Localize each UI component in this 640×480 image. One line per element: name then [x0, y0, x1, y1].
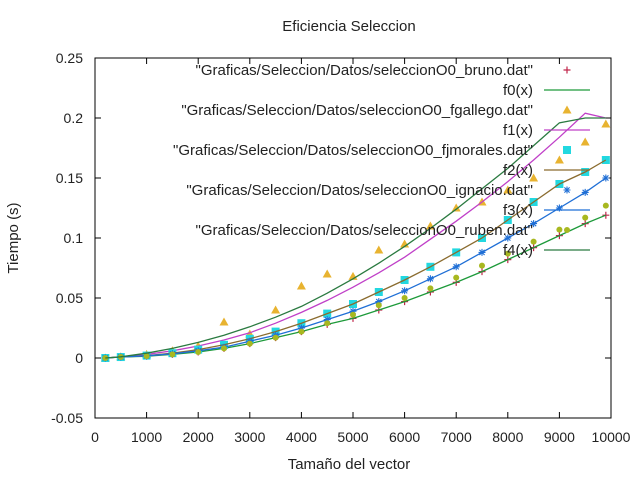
series-line: [105, 112, 606, 359]
data-point: [504, 250, 511, 257]
x-tick-label: 1000: [131, 429, 162, 445]
data-point: [324, 320, 331, 327]
data-point: [554, 155, 564, 164]
data-point: [322, 269, 332, 278]
legend-swatch: [563, 66, 571, 74]
legend-swatch: [564, 227, 570, 233]
legend-label: "Graficas/Seleccion/Datos/seleccionO0_fj…: [173, 142, 533, 159]
legend-swatch: [562, 105, 572, 114]
series-8: [102, 202, 609, 361]
legend-label: f0(x): [503, 82, 533, 99]
data-point: [580, 137, 590, 146]
legend-label: "Graficas/Seleccion/Datos/seleccionO0_br…: [196, 62, 534, 79]
legend-label: "Graficas/Seleccion/Datos/seleccionO0_fg…: [181, 102, 533, 119]
series-1: [105, 214, 607, 359]
data-point: [451, 203, 461, 212]
series-7: [105, 177, 607, 359]
data-point: [453, 274, 460, 281]
x-tick-label: 10000: [592, 429, 631, 445]
data-point: [503, 185, 513, 194]
x-tick-label: 8000: [492, 429, 523, 445]
x-tick-label: 6000: [389, 429, 420, 445]
data-point: [296, 281, 306, 290]
data-point: [246, 340, 253, 347]
chart-title: Eficiencia Seleccion: [282, 18, 415, 35]
data-point: [601, 119, 611, 128]
y-tick-label: 0.2: [64, 110, 84, 126]
data-point: [530, 238, 537, 245]
series-line: [105, 159, 607, 359]
x-tick-label: 7000: [441, 429, 472, 445]
y-tick-label: 0: [75, 350, 83, 366]
data-point: [602, 211, 610, 219]
x-tick-label: 9000: [544, 429, 575, 445]
data-point: [271, 305, 281, 314]
legend-label: "Graficas/Seleccion/Datos/seleccionO0_ru…: [196, 222, 534, 239]
legend-label: "Graficas/Seleccion/Datos/seleccionO0_ig…: [186, 182, 533, 199]
data-point: [479, 262, 485, 269]
data-point: [582, 214, 589, 221]
legend-swatch: [563, 146, 571, 154]
series-3: [105, 112, 606, 359]
data-point: [602, 202, 609, 209]
legend-swatch: [563, 186, 571, 194]
y-tick-label: 0.05: [56, 290, 83, 306]
legend: "Graficas/Seleccion/Datos/seleccionO0_br…: [173, 62, 590, 259]
series-5: [105, 159, 607, 359]
legend-label: f2(x): [503, 162, 533, 179]
data-point: [529, 173, 539, 182]
x-axis-title: Tamaño del vector: [288, 456, 411, 473]
data-point: [375, 302, 382, 309]
y-tick-label: 0.1: [64, 230, 84, 246]
x-tick-label: 3000: [234, 429, 265, 445]
data-point: [601, 156, 610, 164]
data-point: [602, 174, 610, 182]
legend-label: f1(x): [503, 122, 533, 139]
data-point: [272, 334, 279, 341]
legend-label: f3(x): [503, 202, 533, 219]
series-line: [105, 117, 606, 359]
data-point: [401, 295, 408, 301]
plot-area: [100, 112, 611, 362]
y-tick-label: 0.25: [56, 50, 83, 66]
y-axis-title: Tiempo (s): [5, 202, 22, 273]
x-tick-label: 5000: [337, 429, 368, 445]
data-point: [427, 285, 434, 292]
data-point: [556, 226, 563, 233]
data-point: [350, 311, 356, 318]
data-point: [219, 317, 229, 326]
x-tick-label: 2000: [183, 429, 214, 445]
legend-label: f4(x): [503, 242, 533, 259]
x-tick-label: 4000: [286, 429, 317, 445]
x-axis: 0 1000 2000 3000 4000 5000 6000 7000 8000 9000 100…: [91, 58, 631, 445]
y-axis: -0.05 0 0.05 0.1 0.15 0.2 0.25: [51, 50, 611, 426]
y-tick-label: 0.15: [56, 170, 83, 186]
series-line: [105, 177, 607, 359]
x-tick-label: 0: [91, 429, 99, 445]
series-9: [105, 117, 606, 359]
data-point: [143, 353, 150, 360]
data-point: [195, 349, 202, 355]
y-tick-label: -0.05: [51, 410, 83, 426]
data-point: [374, 245, 384, 254]
data-point: [221, 345, 227, 352]
data-point: [169, 351, 176, 358]
data-point: [298, 328, 305, 335]
series-line: [105, 214, 607, 359]
